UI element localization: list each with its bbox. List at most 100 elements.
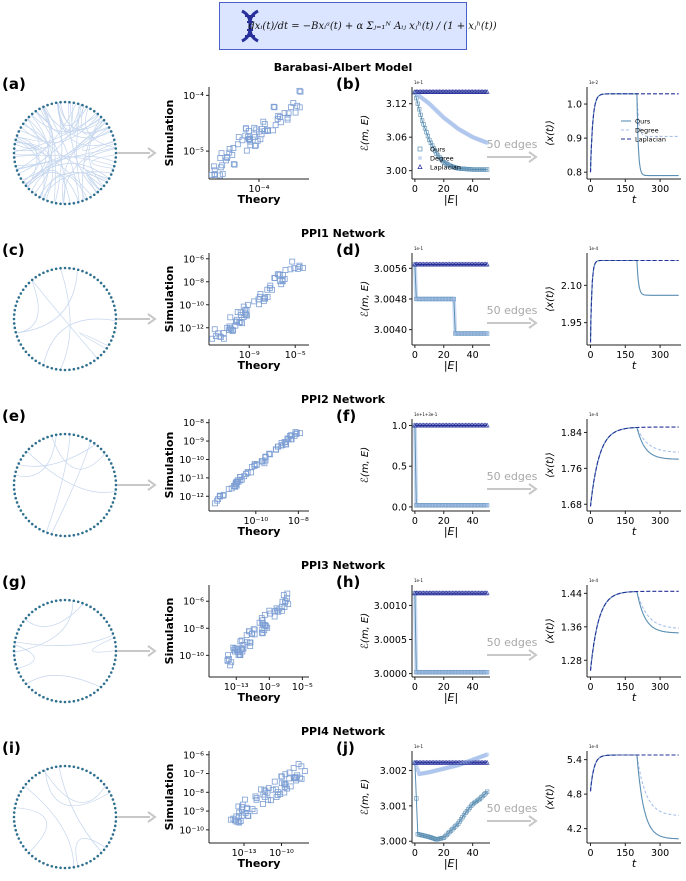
network-edge — [15, 280, 39, 334]
network-node — [14, 304, 18, 308]
network-edge — [43, 106, 56, 203]
network-diagram — [12, 100, 118, 206]
network-node — [63, 368, 67, 372]
arrow-head — [528, 151, 538, 163]
network-node — [102, 450, 106, 454]
point-degree — [484, 331, 490, 336]
y-axis-label: Simulation — [163, 764, 176, 831]
network-node — [72, 533, 76, 537]
network-node — [21, 786, 25, 790]
scatter-point — [276, 271, 283, 278]
panel-letter: (b) — [336, 75, 360, 93]
scatter-point — [288, 104, 294, 111]
network-node — [17, 794, 21, 797]
x-tick-label: 10⁻⁸ — [288, 516, 309, 527]
network-node — [68, 866, 71, 870]
scatter-point — [217, 155, 224, 162]
scatter-point — [251, 124, 258, 131]
network-node — [50, 366, 54, 370]
scatter-point — [243, 147, 250, 154]
x-axis-label: |E| — [444, 359, 458, 372]
network-node — [38, 273, 41, 277]
network-node — [19, 509, 23, 512]
network-node — [30, 610, 34, 614]
network-edge — [58, 766, 103, 853]
network-node — [111, 169, 115, 172]
network-node — [114, 147, 118, 150]
point-ours — [422, 833, 428, 839]
network-node — [109, 794, 113, 797]
y-axis-label: Simulation — [163, 266, 176, 333]
x-tick-label: 0 — [587, 682, 593, 693]
network-node — [34, 193, 38, 197]
y-tick-label: 10⁻¹² — [179, 323, 204, 334]
network-node — [34, 773, 38, 777]
network-node — [112, 496, 116, 500]
network-node — [63, 100, 67, 104]
scatter-point — [262, 454, 269, 461]
network-edge — [43, 770, 106, 803]
network-node — [81, 199, 84, 203]
point-ours — [483, 791, 488, 796]
point-ours — [428, 835, 433, 840]
y-tick-label: 0.0 — [392, 502, 407, 513]
y-axis-label: ℰ(m, E) — [360, 115, 371, 151]
network-node — [59, 700, 62, 704]
point-ours — [437, 836, 442, 841]
network-edge — [14, 807, 47, 854]
axis-multiplier: 1e-4 — [589, 578, 598, 583]
scatter-point — [247, 142, 254, 149]
point-ours — [451, 825, 456, 830]
network-node — [21, 346, 25, 350]
scatter-point — [260, 801, 266, 807]
network-node — [109, 837, 113, 840]
arrow-head — [147, 147, 157, 159]
x-tick-label: 150 — [616, 848, 634, 859]
network-edge — [76, 104, 86, 201]
y-tick-label: 1.0 — [567, 100, 582, 111]
network-edge — [35, 111, 66, 205]
y-tick-label: 1.44 — [561, 589, 582, 600]
scatter-point — [228, 659, 235, 666]
scatter-point — [281, 110, 288, 116]
network-node — [19, 458, 23, 461]
network-node — [54, 865, 58, 869]
network-node — [24, 450, 28, 454]
network-node — [68, 202, 71, 206]
scatter-point — [227, 816, 234, 823]
network-node — [109, 296, 113, 299]
network-node — [81, 103, 84, 107]
point-ours — [476, 797, 481, 802]
series-line-laplacian — [589, 590, 679, 671]
point-degree — [415, 767, 421, 773]
scatter-point — [287, 432, 293, 439]
y-tick-label: 10⁻⁸ — [183, 788, 204, 799]
y-tick-label: 3.0000 — [374, 669, 407, 680]
network-edge — [26, 450, 116, 493]
scatter-point — [285, 601, 292, 608]
row-title: PPI2 Network — [301, 393, 386, 406]
point-ours — [438, 836, 443, 841]
scatter-point — [271, 778, 278, 785]
panel-letter: (h) — [336, 573, 360, 591]
network-node — [38, 771, 41, 775]
network-node — [81, 601, 84, 605]
scatter-point — [230, 644, 237, 651]
network-edge — [16, 129, 44, 142]
network-node — [13, 308, 17, 312]
network-node — [99, 187, 103, 191]
network-node — [99, 685, 103, 689]
x-tick-label: 40 — [467, 516, 479, 527]
scatter-point — [292, 775, 299, 782]
network-node — [15, 833, 19, 836]
point-ours — [480, 793, 485, 799]
point-ours — [424, 834, 429, 839]
arrow-label: 50 edges — [487, 470, 538, 483]
x-axis-label: t — [632, 193, 637, 206]
y-axis-label: ℰ(m, E) — [360, 447, 371, 483]
network-node — [96, 278, 100, 282]
network-node — [72, 101, 76, 105]
point-ours — [479, 795, 484, 800]
axis-multiplier: 1e-4 — [589, 246, 598, 251]
